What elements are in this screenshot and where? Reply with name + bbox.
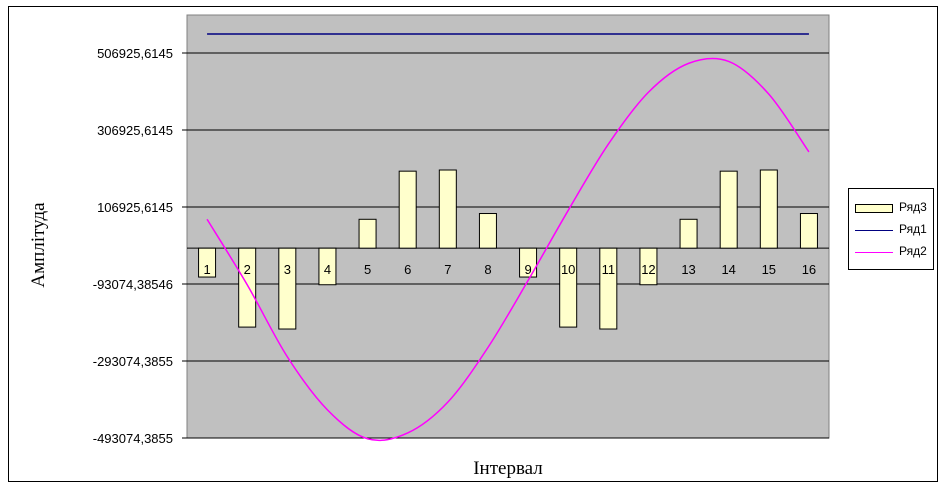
x-tick-label: 4: [324, 262, 331, 277]
legend-swatch-bar: [855, 204, 893, 213]
y-tick-label: 506925,6145: [97, 46, 173, 61]
legend: Ряд3 Ряд1 Ряд2: [848, 188, 934, 270]
x-tick-label: 1: [203, 262, 210, 277]
bar: [639, 247, 658, 286]
x-tick-label: 14: [721, 262, 735, 277]
bar: [398, 170, 417, 249]
x-tick-label: 3: [284, 262, 291, 277]
x-tick-label: 2: [244, 262, 251, 277]
y-tick-label: -93074,38546: [93, 277, 173, 292]
bar: [719, 170, 738, 249]
bar: [238, 247, 257, 328]
y-axis-tick-labels: 506925,6145 306925,6145 106925,6145 -93074,…: [93, 46, 187, 446]
x-tick-label: 13: [681, 262, 695, 277]
x-tick-label: 11: [602, 262, 616, 277]
legend-swatch-line: [855, 252, 893, 253]
bar: [198, 247, 217, 278]
bar: [478, 213, 497, 249]
series-line: [206, 57, 810, 442]
y-tick-label: -293074,3855: [93, 354, 173, 369]
bar: [759, 169, 778, 249]
legend-item-series-1: Ряд1: [855, 221, 933, 239]
legend-item-series-2: Ряд2: [855, 243, 933, 261]
x-tick-label: 15: [762, 262, 776, 277]
x-axis-title: Інтервал: [473, 458, 543, 479]
bar-series: [198, 169, 818, 330]
legend-label: Ряд3: [899, 200, 927, 214]
x-tick-label: 10: [561, 262, 575, 277]
bar: [318, 247, 337, 286]
x-tick-label: 5: [364, 262, 371, 277]
bar: [559, 247, 578, 328]
line-series: [206, 33, 810, 442]
bar: [358, 218, 377, 249]
legend-item-series-3: Ряд3: [855, 199, 933, 217]
bar: [519, 247, 538, 278]
y-axis-title: Амплітуда: [28, 202, 49, 288]
x-tick-label: 7: [444, 262, 451, 277]
x-tick-label: 6: [404, 262, 411, 277]
bar: [278, 247, 297, 330]
legend-label: Ряд1: [899, 222, 927, 236]
x-tick-label: 9: [524, 262, 531, 277]
legend-swatch-line: [855, 230, 893, 231]
x-tick-label: 12: [641, 262, 655, 277]
bar: [599, 247, 618, 330]
x-tick-label: 16: [802, 262, 816, 277]
x-axis-tick-labels: 1 2 3 4 5 6 7 8 9 10 11 12 13 14 15 16: [203, 262, 816, 277]
y-tick-label: 106925,6145: [97, 200, 173, 215]
y-tick-label: -493074,3855: [93, 431, 173, 446]
legend-label: Ряд2: [899, 244, 927, 258]
bar: [679, 218, 698, 249]
bar: [799, 213, 818, 249]
x-tick-label: 8: [484, 262, 491, 277]
bar: [438, 169, 457, 249]
y-tick-label: 306925,6145: [97, 123, 173, 138]
